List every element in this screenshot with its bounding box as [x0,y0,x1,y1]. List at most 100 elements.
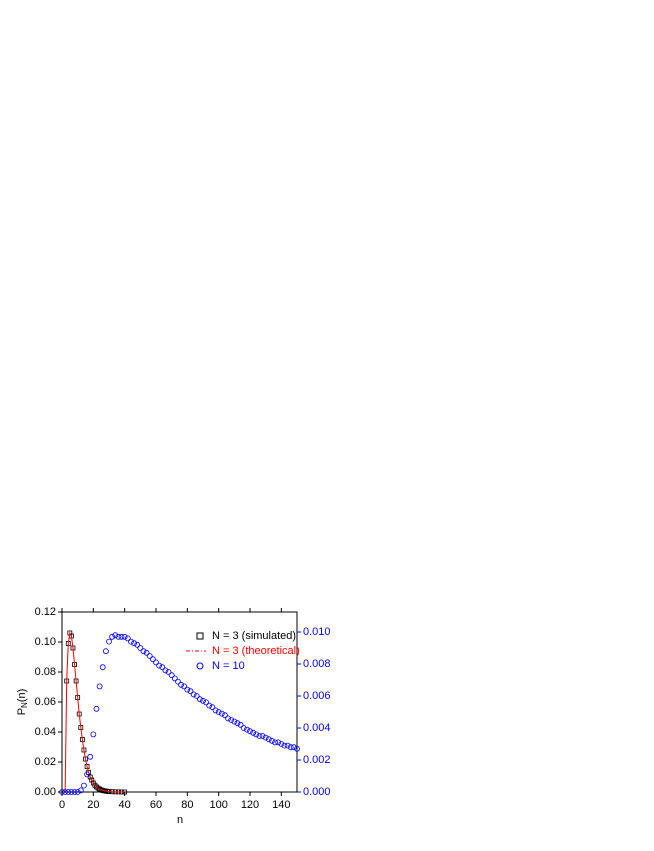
y-label-sub: N [20,702,29,708]
legend-label: N = 3 (theoretical) [212,645,300,657]
y-tick-label: 0.00 [35,786,56,798]
circle-marker [131,640,137,647]
circle-marker [287,744,294,751]
circle-marker [159,664,166,671]
x-tick-label: 40 [119,799,131,811]
circle-marker [178,681,184,688]
y2-tick-label: 0.010 [303,626,331,638]
circle-marker [278,741,285,747]
y-tick-label: 0.08 [35,666,56,678]
y2-tick-label: 0.004 [303,722,331,734]
circle-marker [256,733,263,739]
circle-marker [124,635,131,642]
square-marker [98,787,104,793]
square-marker [89,777,95,783]
circle-marker [137,645,144,651]
y-tick-label: 0.12 [35,606,56,618]
x-tick-label: 20 [87,799,99,811]
circle-marker [206,702,213,709]
circle-marker [140,648,147,655]
x-tick-label: 120 [241,799,259,811]
circle-marker [65,789,72,795]
circle-marker [253,731,260,738]
circle-marker [102,648,109,655]
circle-marker [112,632,119,639]
circle-marker [203,699,210,706]
y-tick-label: 0.06 [35,696,56,708]
circle-marker [225,715,231,722]
circle-marker [228,717,235,723]
y-tick-label: 0.02 [35,756,56,768]
circle-marker [165,669,172,675]
y-axis-label: PN(n) [16,689,29,716]
circle-marker [84,771,90,778]
circle-marker [118,633,125,640]
circle-marker [212,707,219,714]
circle-marker [218,710,225,717]
y-label-main: P [16,708,28,715]
y2-tick-label: 0.008 [303,658,331,670]
circle-marker [200,697,206,704]
circle-marker [290,744,297,751]
circle-marker [209,704,216,711]
circle-marker [146,653,153,659]
legend-label: N = 3 (simulated) [212,630,296,642]
legend-marker [196,632,204,640]
circle-marker [99,664,106,671]
circle-marker [59,789,65,795]
circle-marker [196,696,203,703]
circle-marker [93,705,100,712]
circle-marker [234,720,241,727]
circle-marker [153,659,159,666]
circle-marker [250,729,257,736]
circle-marker [237,721,244,728]
circle-marker [222,712,228,719]
circle-marker [269,737,275,744]
circle-marker [187,688,194,695]
circle-marker [71,789,78,795]
x-tick-label: 140 [272,799,290,811]
circle-marker [175,678,181,685]
circle-marker [294,745,300,752]
x-axis-label: n [177,814,183,826]
circle-marker [156,662,163,669]
circle-marker [109,633,116,640]
circle-marker [184,686,191,693]
circle-marker [215,709,222,715]
x-tick-label: 60 [150,799,162,811]
circle-marker [240,725,247,731]
circle-marker [128,638,134,645]
circle-marker [106,638,112,645]
circle-marker [81,782,87,789]
legend-label: N = 10 [212,660,245,672]
circle-marker [247,728,253,735]
y2-tick-label: 0.002 [303,754,331,766]
circle-marker [243,726,250,733]
y-tick-label: 0.10 [35,636,56,648]
circle-marker [62,789,69,795]
y2-tick-label: 0.000 [303,786,331,798]
circle-marker [149,656,156,663]
y2-tick-label: 0.006 [303,690,331,702]
square-marker [86,770,92,775]
circle-marker [96,683,103,690]
circle-marker [121,633,128,640]
x-tick-label: 0 [59,799,65,811]
circle-marker [262,734,269,741]
circle-marker [181,683,188,690]
y-tick-label: 0.04 [35,726,56,738]
x-tick-label: 100 [209,799,227,811]
circle-marker [143,649,150,656]
theory-line [64,631,125,793]
circle-marker [115,633,122,640]
circle-marker [265,736,272,743]
circle-marker [193,693,200,699]
y-label-rest: (n) [16,689,28,702]
x-tick-label: 80 [181,799,193,811]
circle-marker [281,742,288,749]
circle-marker [259,733,266,739]
circle-marker [231,718,238,725]
circle-marker [190,691,197,698]
